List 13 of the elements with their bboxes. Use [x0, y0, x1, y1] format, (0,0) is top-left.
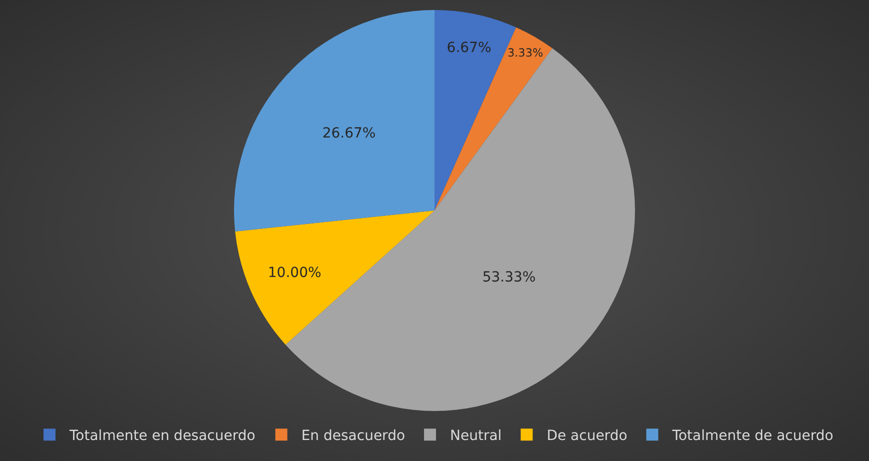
data-label: 3.33%	[507, 46, 544, 60]
legend-label: Totalmente de acuerdo	[671, 428, 834, 444]
legend-label: En desacuerdo	[301, 428, 406, 444]
data-label: 10.00%	[268, 264, 322, 281]
data-label: 6.67%	[446, 40, 492, 56]
pie-slice	[234, 10, 434, 232]
pie-slice	[235, 210, 434, 345]
legend-label: Neutral	[450, 428, 502, 444]
legend-label: Totalmente en desacuerdo	[68, 428, 256, 444]
legend-label: De acuerdo	[546, 428, 628, 444]
pie-slice	[434, 27, 552, 210]
data-label: 26.67%	[322, 126, 376, 142]
data-label: 53.33%	[482, 270, 536, 286]
